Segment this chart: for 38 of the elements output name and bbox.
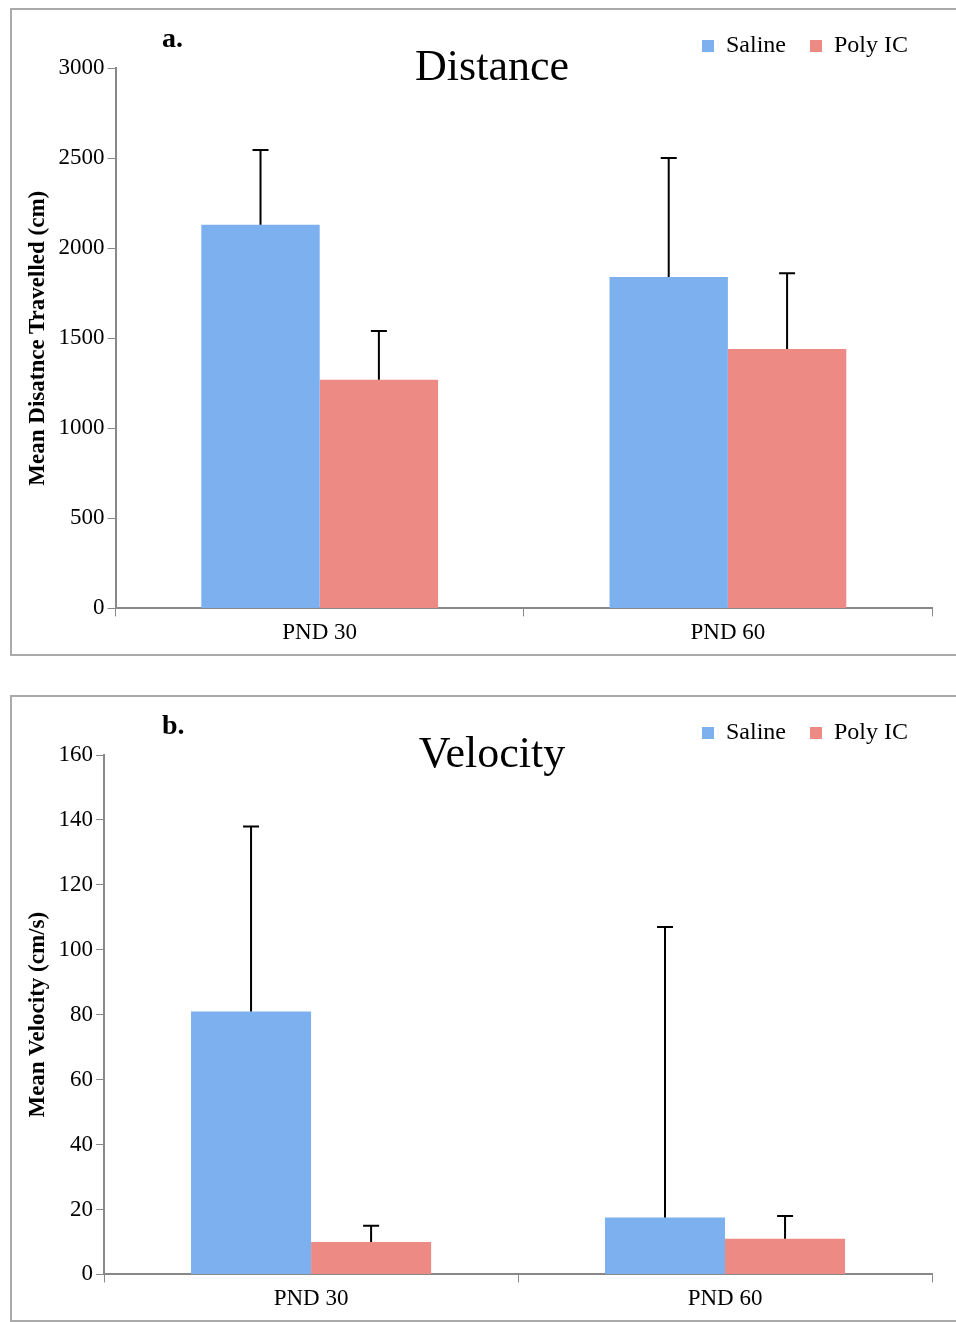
y-tick-label: 40	[70, 1130, 94, 1156]
bar	[311, 1241, 432, 1274]
bar	[727, 349, 847, 608]
y-tick-label: 1000	[58, 414, 105, 440]
y-tick-label: 1500	[58, 324, 105, 350]
legend-label: Saline	[726, 31, 786, 58]
x-tick-label: PND 60	[687, 1285, 763, 1311]
x-tick-label: PND 30	[273, 1285, 349, 1311]
y-tick-label: 0	[93, 594, 105, 620]
y-tick-label: 20	[70, 1195, 94, 1221]
y-tick-label: 140	[58, 805, 94, 831]
y-tick-label: 80	[70, 1000, 94, 1026]
legend-label: Poly IC	[833, 718, 908, 745]
y-axis-title: Mean Disatnce Travelled (cm)	[23, 190, 49, 486]
text: a.	[162, 22, 183, 54]
y-axis-title: Mean Velocity (cm/s)	[23, 911, 49, 1118]
bar	[604, 1217, 726, 1274]
x-tick-label: PND 30	[282, 619, 358, 645]
y-tick-label: 2500	[58, 144, 105, 170]
y-tick-label: 120	[58, 870, 94, 896]
legend-label: Poly IC	[833, 31, 908, 58]
bar	[191, 1011, 312, 1274]
chart-title: Velocity	[418, 727, 566, 777]
y-tick-label: 2000	[58, 234, 105, 260]
y-tick-label: 0	[81, 1260, 94, 1286]
text: b.	[162, 709, 185, 741]
legend-label: Saline	[726, 718, 786, 745]
bar	[725, 1238, 846, 1274]
bar	[201, 224, 320, 608]
chart-title: Distance	[415, 40, 569, 90]
y-tick-label: 3000	[58, 54, 105, 80]
y-tick-label: 160	[58, 741, 94, 767]
bar	[319, 379, 439, 608]
y-tick-label: 60	[70, 1065, 94, 1091]
x-tick-label: PND 60	[690, 619, 766, 645]
y-tick-label: 100	[58, 935, 94, 961]
bar	[609, 276, 728, 608]
y-tick-label: 500	[70, 504, 105, 530]
